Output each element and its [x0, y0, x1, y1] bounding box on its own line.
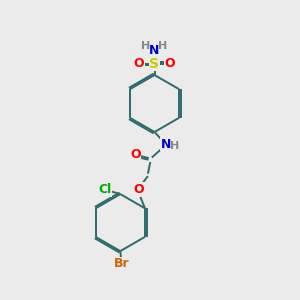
- Text: H: H: [142, 40, 151, 51]
- Text: O: O: [134, 183, 144, 196]
- Text: N: N: [149, 44, 160, 58]
- Text: Cl: Cl: [98, 183, 111, 196]
- Text: N: N: [161, 137, 171, 151]
- Text: O: O: [165, 57, 176, 70]
- Text: H: H: [170, 140, 179, 151]
- Text: O: O: [130, 148, 141, 161]
- Text: Br: Br: [114, 257, 130, 270]
- Text: O: O: [134, 57, 144, 70]
- Text: H: H: [158, 40, 167, 51]
- Text: S: S: [149, 57, 160, 70]
